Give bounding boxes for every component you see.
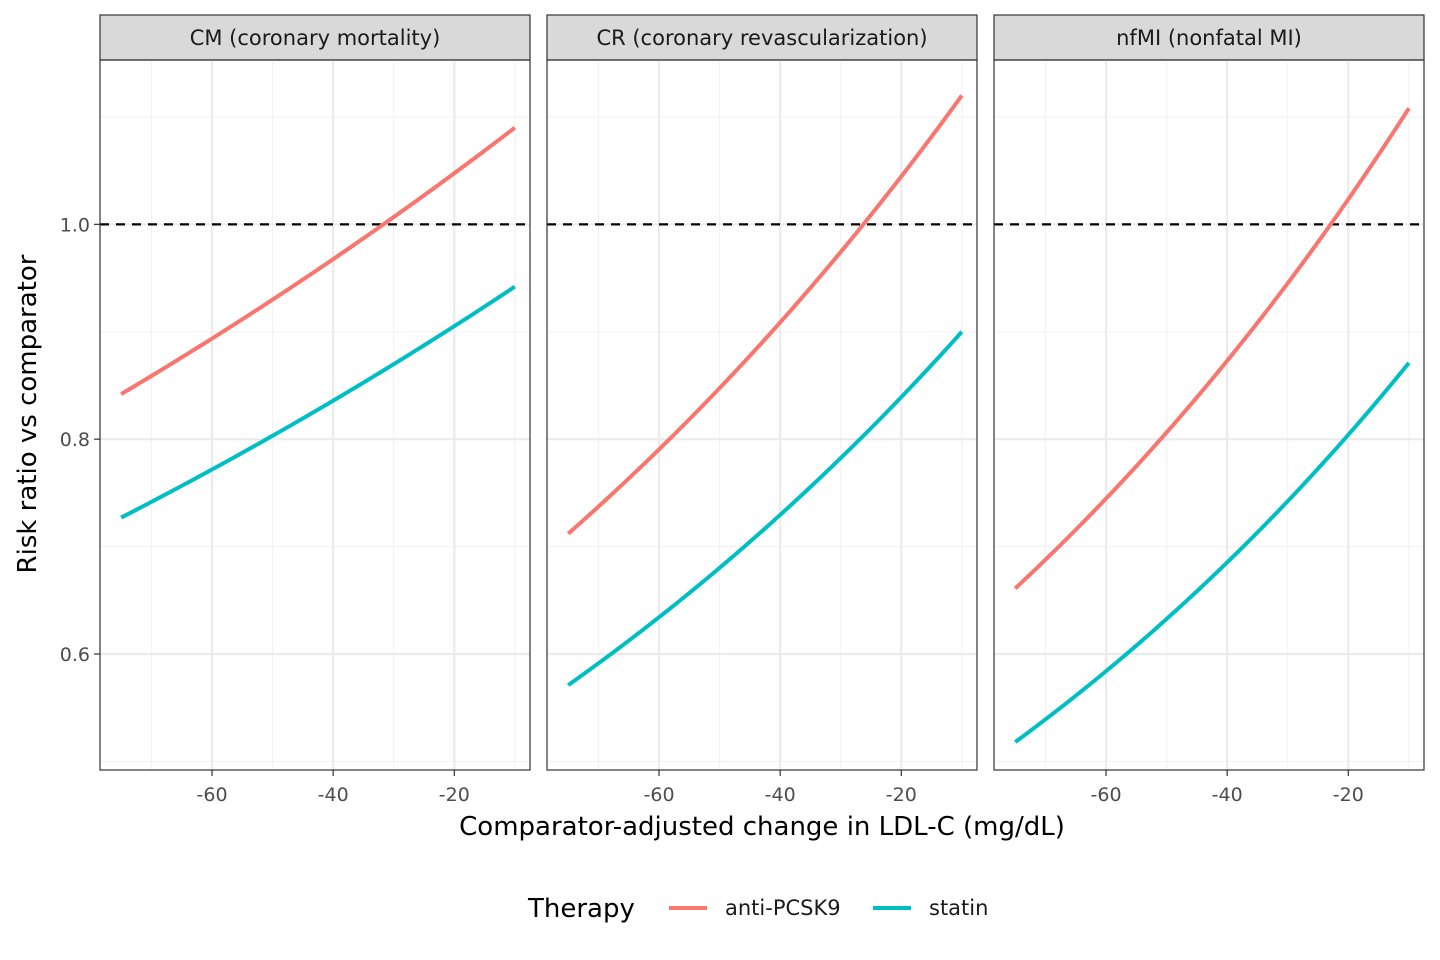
- x-tick-label: -40: [765, 784, 796, 806]
- x-tick-label: -20: [886, 784, 917, 806]
- series-line-anti-pcsk9-cr: [566, 94, 964, 536]
- x-tick-label: -40: [318, 784, 349, 806]
- x-tick-label: -60: [644, 784, 675, 806]
- y-tick-label: 1.0: [60, 214, 90, 236]
- legend-label-statin: statin: [929, 896, 988, 920]
- facet-strip-cm: [99, 14, 531, 61]
- x-tick-label: -20: [1333, 784, 1364, 806]
- series-line-anti-pcsk9-cm: [120, 126, 517, 396]
- facet-panels: CM (coronary mortality) -60 -40 -20 0.6 0.8 1.…: [60, 14, 1425, 806]
- facet-cm: CM (coronary mortality) -60 -40 -20 0.6 0.8 1.…: [60, 14, 531, 806]
- legend-label-anti-pcsk9: anti-PCSK9: [725, 896, 841, 920]
- series-line-anti-pcsk9-nfmi: [1013, 107, 1411, 590]
- panel-border-cm: [99, 59, 531, 771]
- facet-title-cm: CM (coronary mortality): [190, 26, 441, 50]
- facet-title-cr: CR (coronary revascularization): [596, 26, 927, 50]
- panel-border-cr: [546, 59, 978, 771]
- facet-strip-nfmi: [993, 14, 1425, 61]
- x-axis-title: Comparator-adjusted change in LDL-C (mg/…: [459, 812, 1065, 842]
- y-tick-label: 0.8: [60, 429, 90, 451]
- panel-border-nfmi: [993, 59, 1425, 771]
- series-line-statin-cm: [120, 284, 516, 520]
- legend: Therapy anti-PCSK9 statin: [527, 894, 988, 924]
- legend-title: Therapy: [527, 894, 635, 924]
- series-line-statin-nfmi: [1014, 361, 1411, 744]
- y-axis-title: Risk ratio vs comparator: [13, 254, 43, 573]
- series-line-statin-cr: [567, 330, 964, 687]
- x-tick-label: -40: [1212, 784, 1243, 806]
- facet-cr: CR (coronary revascularization) -60 -40 -20: [546, 14, 978, 806]
- facet-title-nfmi: nfMI (nonfatal MI): [1116, 26, 1302, 50]
- facet-strip-cr: [546, 14, 978, 61]
- x-tick-label: -20: [439, 784, 470, 806]
- x-tick-label: -60: [1091, 784, 1122, 806]
- x-tick-label: -60: [197, 784, 228, 806]
- y-tick-label: 0.6: [60, 644, 90, 666]
- facet-nfmi: nfMI (nonfatal MI) -60 -40 -20: [993, 14, 1425, 806]
